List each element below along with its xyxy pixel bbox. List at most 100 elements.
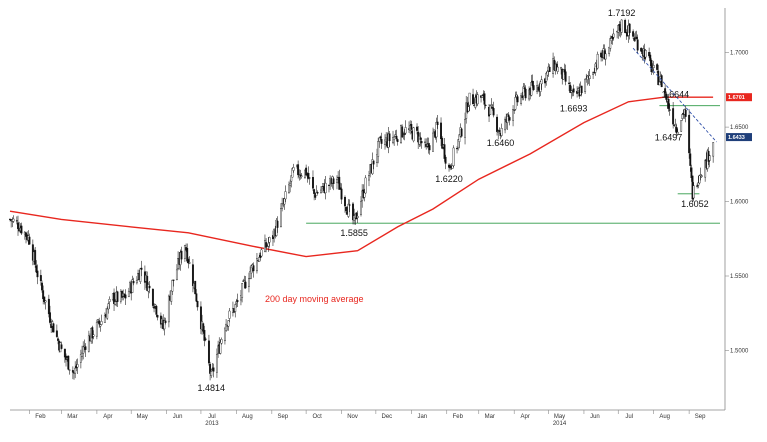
candle-body <box>539 81 542 92</box>
candle-body <box>328 184 330 186</box>
candle-body <box>496 116 499 132</box>
candle-body <box>116 291 119 302</box>
candle-body <box>492 108 495 116</box>
candle-body <box>372 160 375 165</box>
candle-body <box>665 93 668 100</box>
candle-body <box>243 280 246 282</box>
candle-body <box>464 119 466 138</box>
candle-body <box>584 78 587 92</box>
candle-body <box>36 270 39 278</box>
candle-body <box>568 82 571 84</box>
candle-body <box>336 179 338 183</box>
y-tick-label: 1.5500 <box>730 274 749 280</box>
candle-body <box>546 71 549 76</box>
trend-line-layer <box>632 47 717 143</box>
candle-body <box>204 338 207 341</box>
candle-body <box>564 71 567 82</box>
candle-body <box>384 139 386 145</box>
candle-body <box>57 338 59 341</box>
candle-body <box>249 271 252 279</box>
candle-body <box>241 283 244 298</box>
x-year-label: 2014 <box>553 421 567 427</box>
price-annotation: 1.5855 <box>340 228 368 238</box>
annotations: 1.7192 1.6693 1.6460 1.6220 1.5855 1.4814 1.66… <box>197 8 708 393</box>
candle-body <box>611 35 614 40</box>
candle-body <box>520 95 523 104</box>
candle-body <box>339 187 342 190</box>
candle-body <box>283 198 286 205</box>
candle-body <box>457 139 460 149</box>
x-month-label: Nov <box>347 414 358 420</box>
candle-body <box>74 367 77 374</box>
candle-body <box>258 256 261 262</box>
candle-body <box>156 315 159 318</box>
candle-body <box>628 23 631 33</box>
candle-body <box>451 165 454 169</box>
candle-body <box>674 124 677 127</box>
candle-body <box>428 145 431 151</box>
candle-body <box>556 66 559 72</box>
candle-body <box>491 107 494 109</box>
candle-body <box>81 352 83 357</box>
candle-body <box>650 60 653 73</box>
y-tick-label: 1.7000 <box>730 51 749 57</box>
candle-body <box>489 105 492 115</box>
x-month-label: May <box>137 414 148 420</box>
candle-body <box>588 75 591 80</box>
candle-body <box>60 344 63 349</box>
candle-body <box>284 191 287 200</box>
candle-body <box>100 321 103 325</box>
x-month-label: Sep <box>277 414 288 420</box>
candle-body <box>460 128 463 137</box>
candle-body <box>618 24 621 31</box>
candle-body <box>259 254 262 258</box>
x-month-label: May <box>554 414 565 420</box>
candle-body <box>507 114 510 117</box>
candle-body <box>164 320 167 323</box>
candle-body <box>290 175 293 182</box>
candle-body <box>314 194 317 198</box>
candle-body <box>427 143 430 148</box>
candle-body <box>114 301 117 305</box>
price-annotation: 1.4814 <box>197 383 225 393</box>
candle-body <box>424 141 426 143</box>
candle-body <box>324 182 327 194</box>
candle-body <box>106 308 109 319</box>
candle-body <box>697 182 700 186</box>
x-month-label: Feb <box>35 414 46 420</box>
x-month-label: Dec <box>382 414 393 420</box>
candle-body <box>108 299 111 303</box>
candle-body <box>667 99 670 109</box>
candle-body <box>402 135 405 137</box>
candle-body <box>347 203 350 217</box>
x-month-label: Apr <box>103 414 112 420</box>
candle-body <box>456 148 458 150</box>
candle-body <box>79 354 82 363</box>
candle-body <box>441 137 444 149</box>
candle-body <box>272 235 274 240</box>
y-tick-label: 1.6000 <box>730 200 749 206</box>
candle-body <box>355 212 358 220</box>
candle-body <box>644 50 647 58</box>
candle-body <box>203 329 206 341</box>
candle-body <box>443 144 446 159</box>
candle-body <box>195 293 198 302</box>
candle-body <box>368 175 370 181</box>
candle-body <box>15 220 18 222</box>
candle-body <box>292 167 295 171</box>
candle-body <box>280 208 282 227</box>
candle-body <box>712 142 715 157</box>
candle-body <box>698 175 701 184</box>
candle-body <box>684 109 687 117</box>
candle-body <box>594 63 597 73</box>
candle-body <box>223 328 226 342</box>
x-month-label: Mar <box>485 414 495 420</box>
candle-body <box>235 301 238 304</box>
moving-average-label: 200 day moving average <box>265 294 364 304</box>
candle-body <box>540 79 543 85</box>
candle-body <box>219 342 222 354</box>
candle-body <box>131 279 134 293</box>
candle-body <box>307 172 310 179</box>
candle-body <box>497 131 500 133</box>
x-month-label: Jul <box>208 414 216 420</box>
